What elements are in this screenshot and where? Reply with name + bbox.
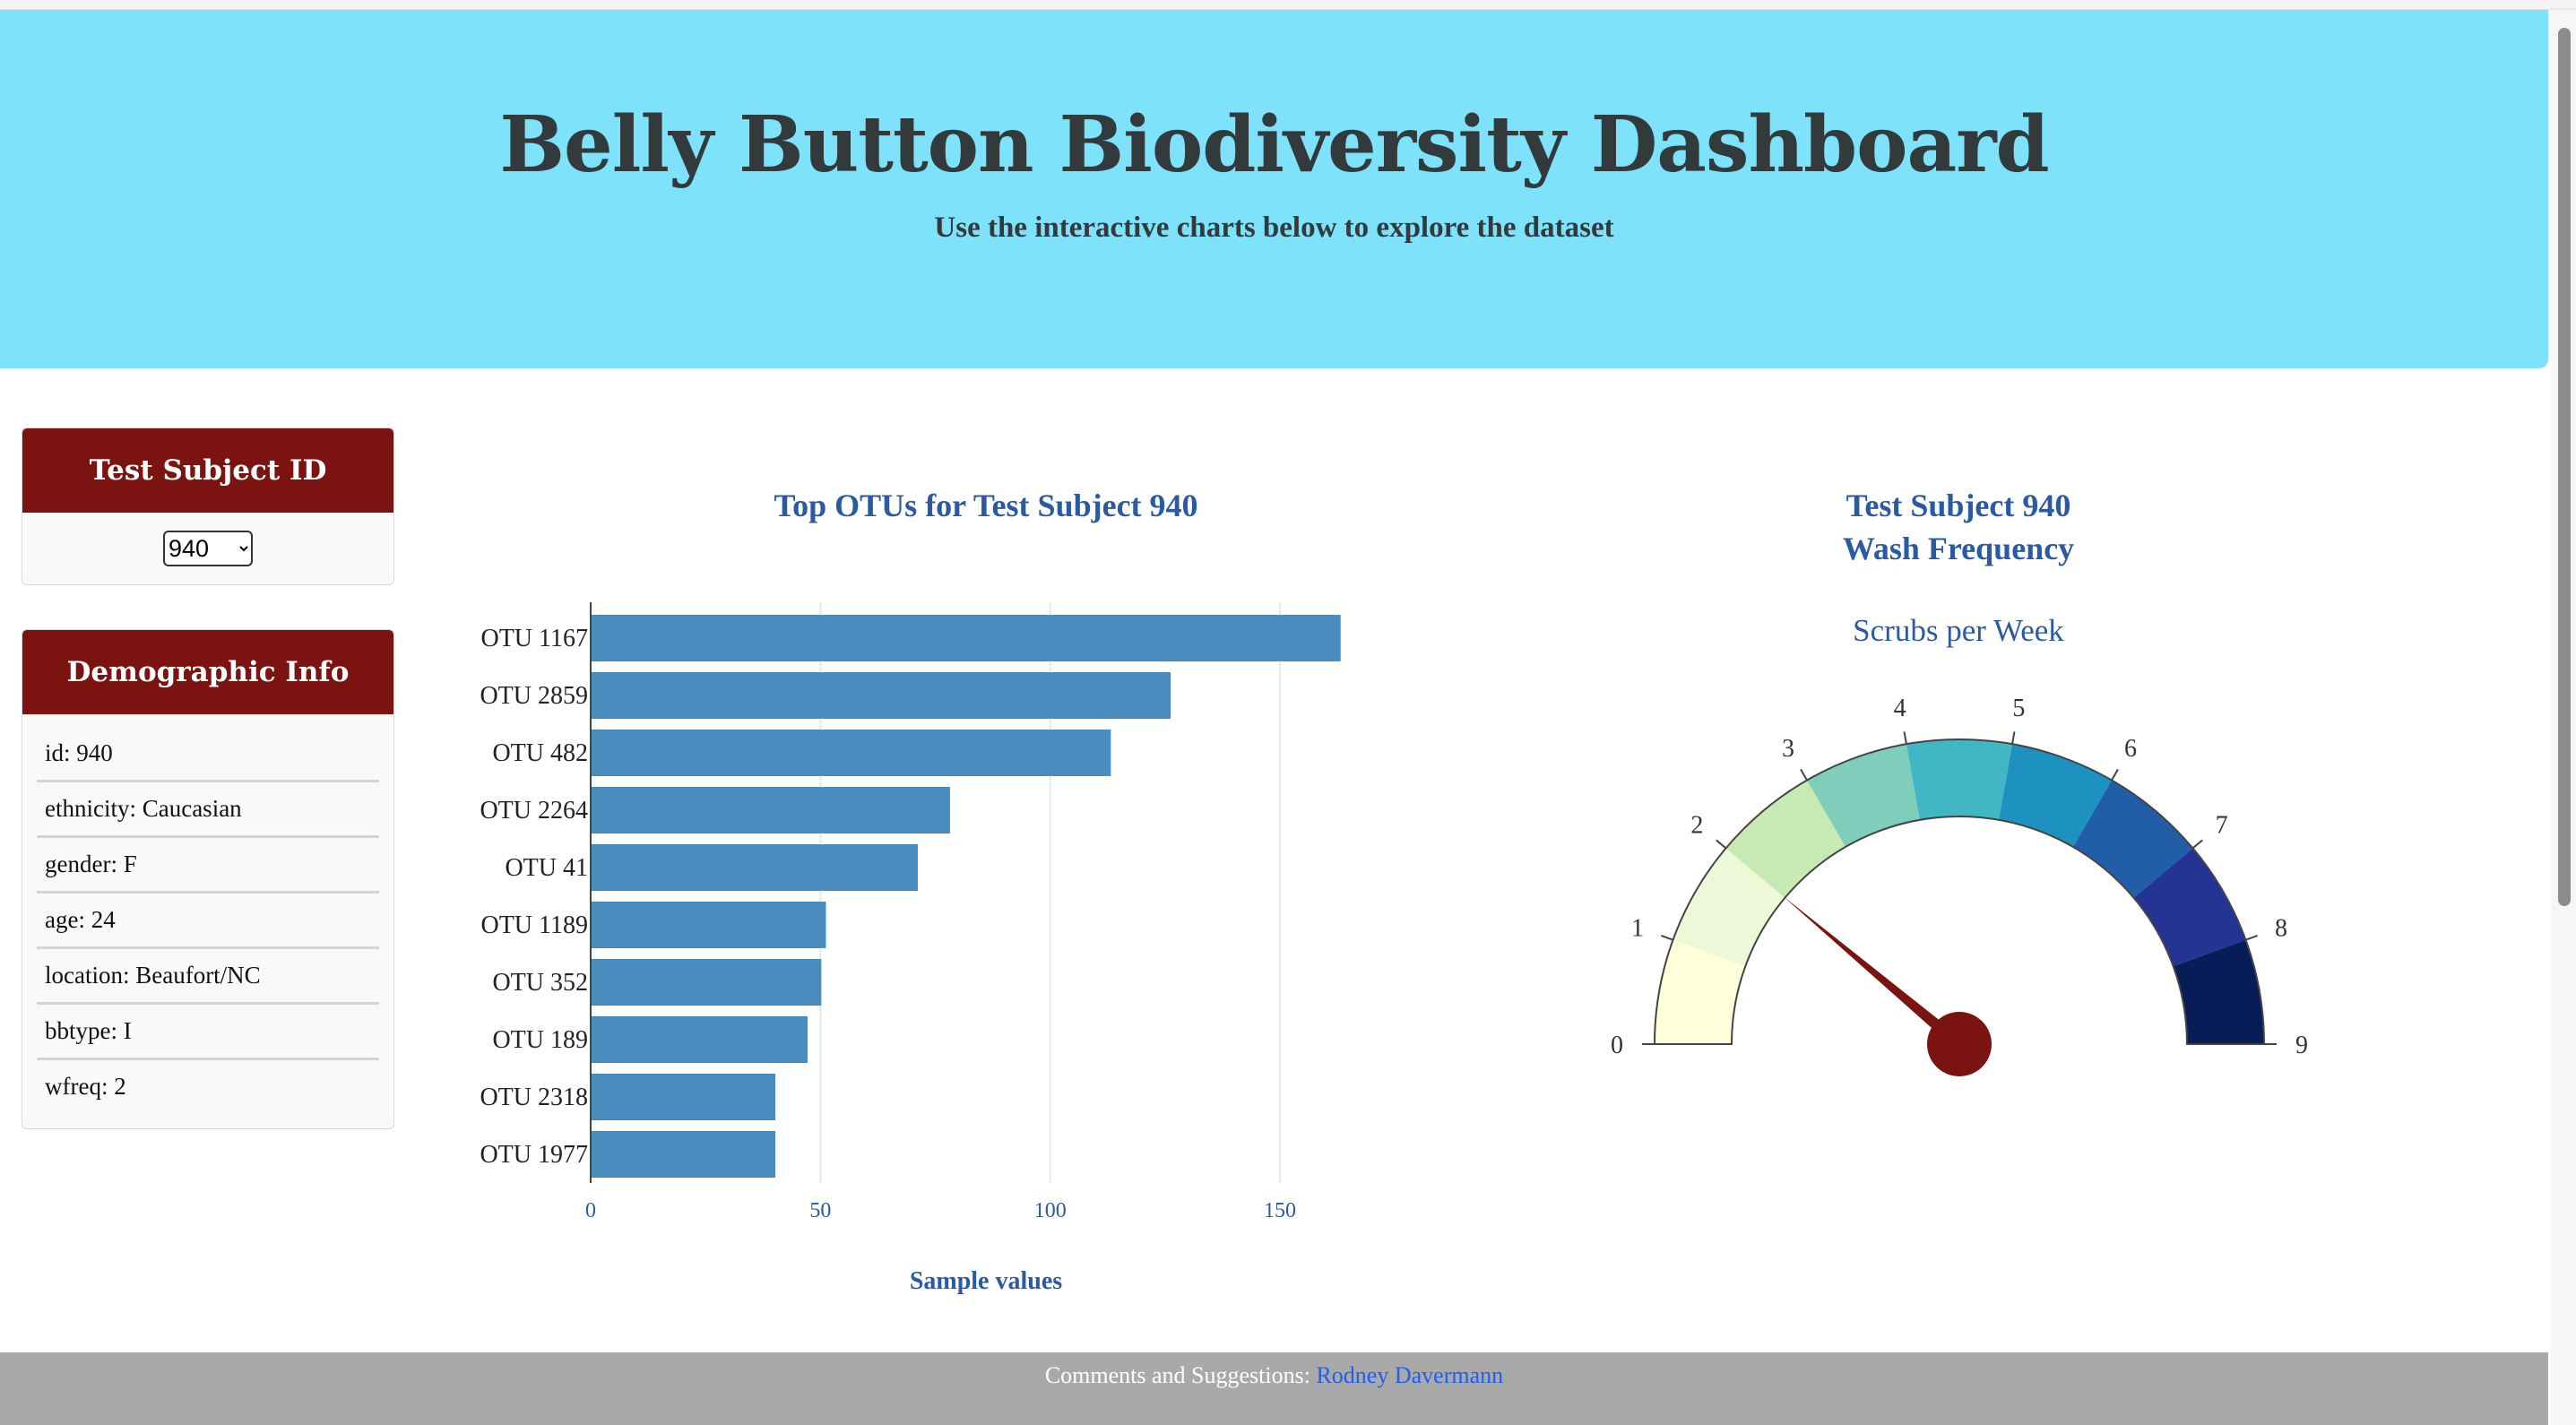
gauge-tick-label: 8 — [2275, 914, 2287, 942]
gauge-tick — [1716, 839, 1727, 850]
bar[interactable] — [592, 787, 950, 833]
gauge-tick-label: 9 — [2295, 1032, 2308, 1059]
gauge-tick-label: 7 — [2216, 811, 2228, 839]
demographic-item-location: location: Beaufort/NC — [37, 949, 379, 1005]
vertical-scrollbar[interactable] — [2551, 10, 2576, 1425]
scrollbar-thumb[interactable] — [2558, 28, 2571, 906]
gauge-needle — [1782, 895, 1964, 1049]
bar[interactable] — [592, 672, 1171, 719]
bar-category-label: OTU 352 — [492, 969, 588, 997]
test-subject-select[interactable]: 940 — [163, 531, 253, 566]
gauge-tick-label: 0 — [1611, 1032, 1623, 1059]
demographic-item-bbtype: bbtype: I — [37, 1005, 379, 1060]
bar-category-label: OTU 2264 — [480, 797, 588, 825]
header-banner: Belly Button Biodiversity Dashboard Use … — [0, 10, 2548, 368]
gauge-chart-title: Test Subject 940 Wash Frequency — [1690, 484, 2227, 570]
gauge-tick — [1661, 934, 1673, 941]
bar[interactable] — [592, 959, 822, 1006]
gauge-step — [1999, 744, 2112, 848]
gauge-tick — [2011, 731, 2016, 745]
gauge-outline — [1653, 738, 2266, 1045]
gauge-step — [2073, 780, 2193, 898]
gauge-title-line1: Test Subject 940 — [1846, 488, 2071, 523]
bar-x-tick-label: 150 — [1264, 1199, 1296, 1222]
bar[interactable] — [592, 1074, 776, 1120]
gauge-step — [2173, 939, 2264, 1044]
bar[interactable] — [592, 730, 1111, 776]
page-subtitle: Use the interactive charts below to expl… — [934, 212, 1614, 244]
gauge-tick — [2191, 839, 2203, 850]
demographic-item-ethnicity: ethnicity: Caucasian — [37, 782, 379, 838]
gauge-tick-label: 3 — [1782, 735, 1794, 763]
bar-category-label: OTU 482 — [492, 739, 588, 767]
demographic-item-gender: gender: F — [37, 838, 379, 894]
gauge-step — [2133, 848, 2246, 967]
footer-text: Comments and Suggestions: — [1044, 1362, 1317, 1388]
bar-category-label: OTU 1189 — [480, 911, 588, 939]
gauge-needle-hub — [1927, 1012, 1992, 1076]
demographic-item-age: age: 24 — [37, 894, 379, 949]
footer: Comments and Suggestions: Rodney Daverma… — [0, 1352, 2548, 1425]
bar[interactable] — [592, 902, 826, 948]
bar-category-label: OTU 41 — [505, 854, 588, 882]
bar[interactable] — [592, 1131, 776, 1178]
bar[interactable] — [592, 1016, 808, 1063]
bar-x-tick-label: 100 — [1034, 1199, 1067, 1222]
bar-category-label: OTU 2318 — [480, 1084, 588, 1111]
gauge-subtitle: Scrubs per Week — [1853, 613, 2064, 648]
bar-x-axis-title: Sample values — [910, 1267, 1062, 1295]
bar[interactable] — [592, 615, 1341, 661]
bar-chart-title: Top OTUs for Test Subject 940 — [774, 488, 1198, 523]
gauge-step — [1673, 848, 1785, 967]
bar-category-label: OTU 2859 — [480, 682, 588, 710]
bar-x-tick-label: 0 — [585, 1199, 596, 1222]
demographic-item-wfreq: wfreq: 2 — [45, 1073, 126, 1100]
browser-top-edge — [0, 0, 2576, 10]
gauge-tick — [2245, 934, 2258, 941]
bar-x-tick-label: 50 — [809, 1199, 831, 1222]
test-subject-panel: Test Subject ID 940 — [22, 428, 394, 585]
gauge-tick — [2111, 768, 2119, 782]
gauge-step — [1906, 739, 2013, 820]
page-title: Belly Button Biodiversity Dashboard — [499, 99, 2049, 190]
demographic-item-id: id: 940 — [37, 727, 379, 782]
bar[interactable] — [592, 844, 919, 891]
test-subject-panel-title: Test Subject ID — [22, 428, 393, 513]
gauge-tick-label: 2 — [1690, 811, 1703, 839]
gauge-step — [1655, 939, 1746, 1044]
gauge-step — [1807, 744, 1920, 848]
demographic-panel-title: Demographic Info — [22, 630, 393, 714]
gauge-tick-label: 5 — [2012, 695, 2025, 722]
bar-category-label: OTU 1977 — [480, 1141, 588, 1169]
footer-author-link[interactable]: Rodney Davermann — [1316, 1362, 1504, 1388]
gauge-tick — [1903, 731, 1907, 745]
gauge-tick-label: 1 — [1631, 914, 1644, 942]
gauge-title-line2: Wash Frequency — [1842, 531, 2075, 566]
demographic-list: id: 940 ethnicity: Caucasian gender: F a… — [22, 714, 393, 1113]
gauge-step — [1725, 780, 1846, 898]
demographic-panel: Demographic Info id: 940 ethnicity: Cauc… — [22, 629, 394, 1129]
gauge-tick-label: 6 — [2124, 735, 2137, 763]
bar-category-label: OTU 189 — [492, 1026, 588, 1054]
gauge-tick — [1800, 768, 1808, 782]
bar-category-label: OTU 1167 — [480, 625, 588, 652]
gauge-tick-label: 4 — [1894, 695, 1906, 722]
